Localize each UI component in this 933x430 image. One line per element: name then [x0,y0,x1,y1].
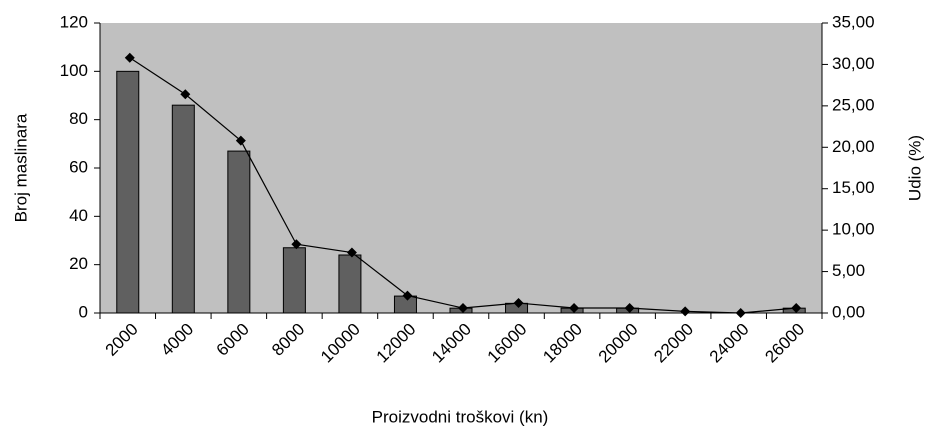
x-tick-label: 12000 [373,320,420,367]
y2-tick-label: 35,00 [832,12,875,31]
line-marker [291,239,302,250]
y-tick-label: 100 [60,61,88,80]
y2-tick-label: 0,00 [832,302,865,321]
line-marker [235,135,246,146]
x-tick-label: 6000 [213,320,253,360]
x-tick-label: 16000 [484,320,531,367]
y2-axis-title: Udio (%) [905,135,924,201]
y-tick-label: 0 [79,302,88,321]
x-tick-label: 20000 [595,320,642,367]
x-tick-label: 22000 [650,320,697,367]
x-tick-label: 4000 [157,320,197,360]
x-tick-label: 26000 [761,320,808,367]
y-axis-title: Broj maslinara [11,113,30,222]
x-tick-label: 8000 [268,320,308,360]
y-tick-label: 60 [69,157,88,176]
line-marker [791,303,802,314]
x-tick-label: 2000 [102,320,142,360]
plot-area [100,23,822,313]
line-marker [124,52,135,63]
bar [282,247,306,314]
bar [116,70,140,314]
line-marker [402,290,413,301]
line-marker [624,303,635,314]
line-marker [513,298,524,309]
line-marker [458,303,468,314]
y2-tick-label: 5,00 [832,261,865,280]
y-tick-label: 40 [69,206,88,225]
y2-tick-label: 25,00 [832,95,875,114]
x-tick-label: 24000 [706,320,753,367]
x-tick-label: 10000 [317,320,364,367]
x-axis-title: Proizvodni troškovi (kn) [372,407,549,426]
y2-tick-label: 30,00 [832,54,875,73]
y2-tick-label: 20,00 [832,137,875,156]
line-marker [180,89,191,100]
bar [338,254,362,314]
y2-tick-label: 15,00 [832,178,875,197]
line-marker [346,247,357,258]
line-marker [680,306,691,317]
bar [393,295,417,314]
bar [171,104,195,314]
line-marker [735,308,746,318]
y2-tick-label: 10,00 [832,220,875,239]
x-tick-label: 18000 [539,320,586,367]
y-tick-label: 20 [69,254,88,273]
x-tick-label: 14000 [428,320,475,367]
y-tick-label: 80 [69,109,88,128]
line-marker [569,303,580,314]
bar [227,150,251,314]
y-tick-label: 120 [60,12,88,31]
